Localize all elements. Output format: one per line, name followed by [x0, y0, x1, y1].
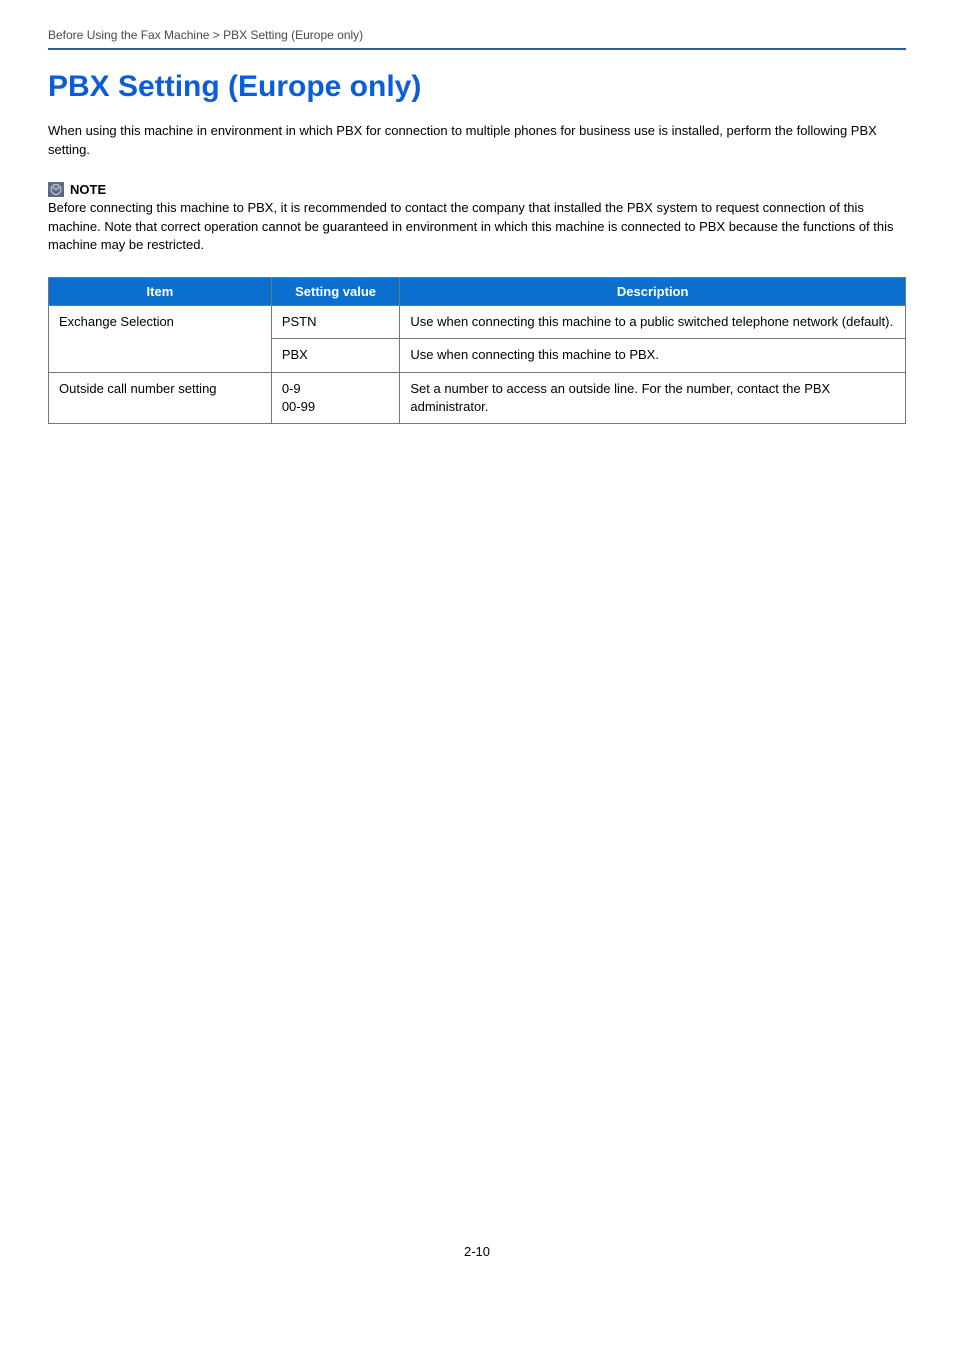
- cell-description: Use when connecting this machine to PBX.: [400, 339, 906, 372]
- table-row: Outside call number setting 0-9 00-99 Se…: [49, 372, 906, 423]
- cell-description: Use when connecting this machine to a pu…: [400, 306, 906, 339]
- note-block: NOTE Before connecting this machine to P…: [48, 182, 906, 256]
- header-divider: [48, 48, 906, 50]
- page-title: PBX Setting (Europe only): [48, 70, 906, 104]
- table-header-row: Item Setting value Description: [49, 278, 906, 306]
- cell-setting: PSTN: [271, 306, 400, 339]
- col-header-description: Description: [400, 278, 906, 306]
- col-header-setting: Setting value: [271, 278, 400, 306]
- page-number: 2-10: [48, 1244, 906, 1259]
- note-label: NOTE: [70, 182, 106, 197]
- cell-setting: PBX: [271, 339, 400, 372]
- col-header-item: Item: [49, 278, 272, 306]
- cell-item: Exchange Selection: [49, 306, 272, 372]
- note-text: Before connecting this machine to PBX, i…: [48, 199, 906, 256]
- breadcrumb: Before Using the Fax Machine > PBX Setti…: [48, 28, 906, 42]
- cell-description: Set a number to access an outside line. …: [400, 372, 906, 423]
- cell-item: Outside call number setting: [49, 372, 272, 423]
- settings-table: Item Setting value Description Exchange …: [48, 277, 906, 424]
- table-row: Exchange Selection PSTN Use when connect…: [49, 306, 906, 339]
- cell-setting: 0-9 00-99: [271, 372, 400, 423]
- note-icon: [48, 182, 64, 197]
- intro-paragraph: When using this machine in environment i…: [48, 122, 906, 160]
